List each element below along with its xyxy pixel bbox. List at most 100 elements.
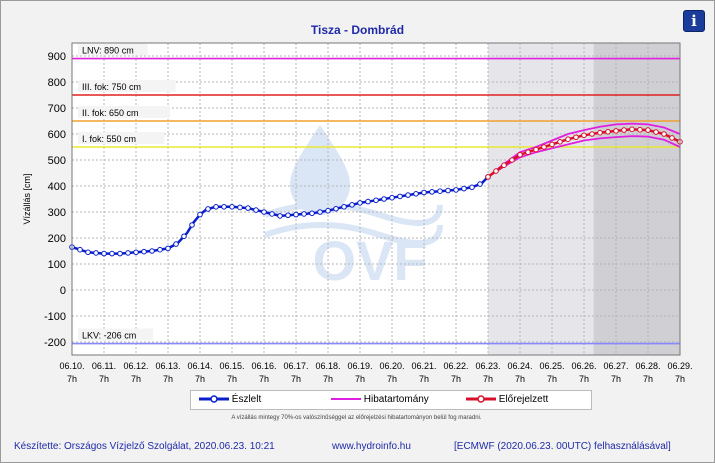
observed-point bbox=[269, 211, 275, 217]
observed-point bbox=[133, 249, 139, 256]
forecast-point bbox=[629, 126, 635, 133]
x-tick-hour: 7h bbox=[99, 374, 109, 384]
x-tick-label: 06.17. bbox=[283, 361, 308, 371]
observed-point bbox=[245, 205, 251, 211]
x-tick-label: 06.29. bbox=[667, 361, 692, 371]
observed-point bbox=[277, 213, 283, 219]
x-tick-hour: 7h bbox=[483, 374, 493, 384]
observed-point bbox=[293, 211, 299, 218]
x-tick-label: 06.13. bbox=[155, 361, 180, 371]
x-tick-label: 06.18. bbox=[315, 361, 340, 371]
observed-point bbox=[173, 241, 179, 247]
forecast-point bbox=[573, 134, 579, 141]
forecast-point bbox=[485, 174, 491, 180]
observed-point bbox=[77, 246, 83, 253]
x-tick-hour: 7h bbox=[259, 374, 269, 384]
legend-swatch-forecast bbox=[466, 395, 496, 404]
footer-url-link[interactable]: www.hydroinfo.hu bbox=[332, 441, 411, 452]
legend-label-observed: Észlelt bbox=[231, 394, 262, 405]
observed-point bbox=[157, 246, 163, 253]
x-tick-label: 06.27. bbox=[603, 361, 628, 371]
x-tick-hour: 7h bbox=[163, 374, 173, 384]
observed-point bbox=[205, 206, 211, 212]
forecast-point bbox=[581, 132, 587, 139]
y-tick-label: 600 bbox=[48, 129, 66, 141]
observed-point bbox=[413, 191, 419, 197]
forecast-point bbox=[493, 168, 499, 174]
observed-point bbox=[453, 187, 459, 193]
observed-point bbox=[477, 181, 483, 187]
x-tick-label: 06.28. bbox=[635, 361, 660, 371]
legend-item-observed: Észlelt bbox=[199, 394, 261, 405]
watermark-wave bbox=[263, 222, 443, 246]
y-tick-label: 500 bbox=[48, 155, 66, 167]
x-tick-hour: 7h bbox=[579, 374, 589, 384]
x-tick-label: 06.24. bbox=[507, 361, 532, 371]
x-tick-label: 06.23. bbox=[475, 361, 500, 371]
forecast-shade-near bbox=[488, 43, 594, 355]
threshold-label: LKV: -206 cm bbox=[82, 331, 136, 341]
info-button[interactable]: i bbox=[683, 10, 705, 32]
observed-point bbox=[165, 245, 171, 252]
observed-point bbox=[301, 211, 307, 217]
y-tick-label: 900 bbox=[48, 51, 66, 63]
x-tick-label: 06.21. bbox=[411, 361, 436, 371]
forecast-point bbox=[517, 152, 523, 158]
observed-point bbox=[117, 250, 123, 257]
observed-point bbox=[253, 207, 259, 213]
y-tick-label: -200 bbox=[44, 337, 66, 349]
y-tick-label: -100 bbox=[44, 311, 66, 323]
x-tick-label: 06.19. bbox=[347, 361, 372, 371]
threshold-label: I. fok: 550 cm bbox=[82, 134, 136, 144]
observed-point bbox=[93, 250, 99, 256]
watermark-wave bbox=[263, 202, 443, 226]
observed-point bbox=[285, 212, 291, 219]
y-tick-label: 700 bbox=[48, 103, 66, 115]
forecast-point bbox=[533, 146, 539, 153]
threshold-label-bg bbox=[78, 132, 165, 144]
observed-point bbox=[373, 197, 379, 204]
forecast-point bbox=[621, 127, 627, 133]
forecast-point bbox=[589, 131, 595, 137]
forecast-point bbox=[605, 128, 611, 135]
x-tick-hour: 7h bbox=[675, 374, 685, 384]
observed-point bbox=[349, 202, 355, 208]
x-tick-hour: 7h bbox=[611, 374, 621, 384]
forecast-point bbox=[501, 162, 507, 168]
forecast-point bbox=[557, 139, 563, 145]
observed-point bbox=[221, 204, 227, 210]
x-tick-hour: 7h bbox=[547, 374, 557, 384]
threshold-label: LNV: 890 cm bbox=[82, 46, 134, 56]
ovf-watermark: OVF bbox=[263, 125, 443, 292]
forecast-point bbox=[645, 127, 651, 133]
x-tick-hour: 7h bbox=[419, 374, 429, 384]
x-tick-hour: 7h bbox=[67, 374, 77, 384]
y-tick-label: 100 bbox=[48, 259, 66, 271]
x-tick-label: 06.15. bbox=[219, 361, 244, 371]
observed-point bbox=[229, 204, 235, 210]
forecast-point bbox=[653, 129, 659, 135]
observed-point bbox=[437, 188, 443, 194]
x-tick-label: 06.11. bbox=[92, 361, 116, 371]
forecast-point bbox=[669, 135, 675, 141]
observed-point bbox=[333, 205, 339, 212]
x-tick-label: 06.26. bbox=[571, 361, 596, 371]
threshold-label-bg bbox=[78, 106, 170, 118]
legend-swatch-observed bbox=[199, 395, 229, 404]
observed-point bbox=[469, 184, 475, 191]
threshold-label-bg bbox=[78, 80, 176, 92]
threshold-label-bg bbox=[78, 328, 154, 341]
legend-label-error-band: Hibatartomány bbox=[363, 394, 429, 405]
x-tick-hour: 7h bbox=[355, 374, 365, 384]
footer-maker: Készítette: Országos Vízjelző Szolgálat,… bbox=[14, 441, 275, 452]
x-tick-hour: 7h bbox=[515, 374, 525, 384]
x-tick-label: 06.16. bbox=[251, 361, 276, 371]
forecast-point bbox=[549, 141, 555, 148]
x-tick-label: 06.22. bbox=[443, 361, 468, 371]
threshold-label: II. fok: 650 cm bbox=[82, 108, 139, 118]
x-tick-hour: 7h bbox=[227, 374, 237, 384]
y-tick-label: 0 bbox=[60, 285, 66, 297]
observed-point bbox=[189, 222, 195, 228]
threshold-label: III. fok: 750 cm bbox=[82, 82, 141, 92]
